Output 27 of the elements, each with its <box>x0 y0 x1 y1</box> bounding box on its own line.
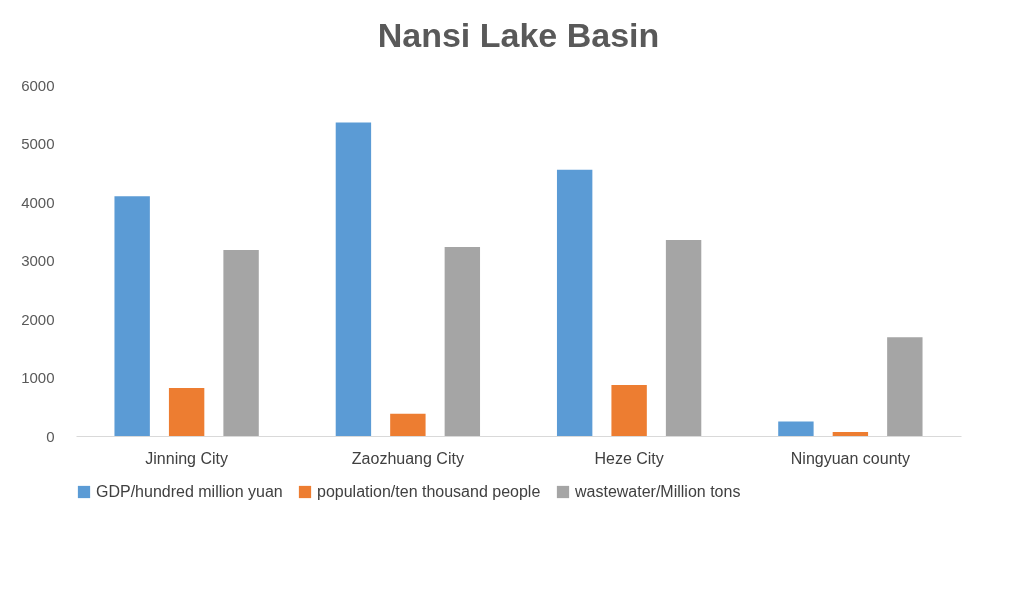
bar <box>887 337 923 436</box>
bar <box>778 421 814 436</box>
chart-title: Nansi Lake Basin <box>377 16 660 54</box>
bar <box>390 413 426 436</box>
bar <box>335 122 372 436</box>
y-tick-label: 1000 <box>21 369 55 386</box>
y-tick-label: 0 <box>46 427 55 445</box>
bar <box>665 240 702 436</box>
x-tick-label: Jinning City <box>145 449 228 467</box>
y-tick-label: 6000 <box>21 76 55 94</box>
y-tick-label: 3000 <box>21 252 55 269</box>
bar <box>444 247 481 436</box>
x-tick-label: Zaozhuang City <box>351 449 464 467</box>
bar <box>223 249 259 436</box>
x-tick-label: Ningyuan county <box>790 449 910 467</box>
bar <box>168 388 205 436</box>
legend-label: population/ten thousand people <box>317 483 541 500</box>
x-tick-label: Heze City <box>594 449 664 467</box>
y-tick-label: 4000 <box>21 193 55 211</box>
bar <box>556 169 593 436</box>
y-tick-label: 5000 <box>21 135 55 152</box>
legend-label: wastewater/Million tons <box>574 483 741 500</box>
y-tick-label: 2000 <box>21 310 55 328</box>
legend-label: GDP/hundred million yuan <box>96 483 283 500</box>
bar <box>832 431 869 436</box>
bar <box>611 385 647 436</box>
bar <box>114 196 150 436</box>
